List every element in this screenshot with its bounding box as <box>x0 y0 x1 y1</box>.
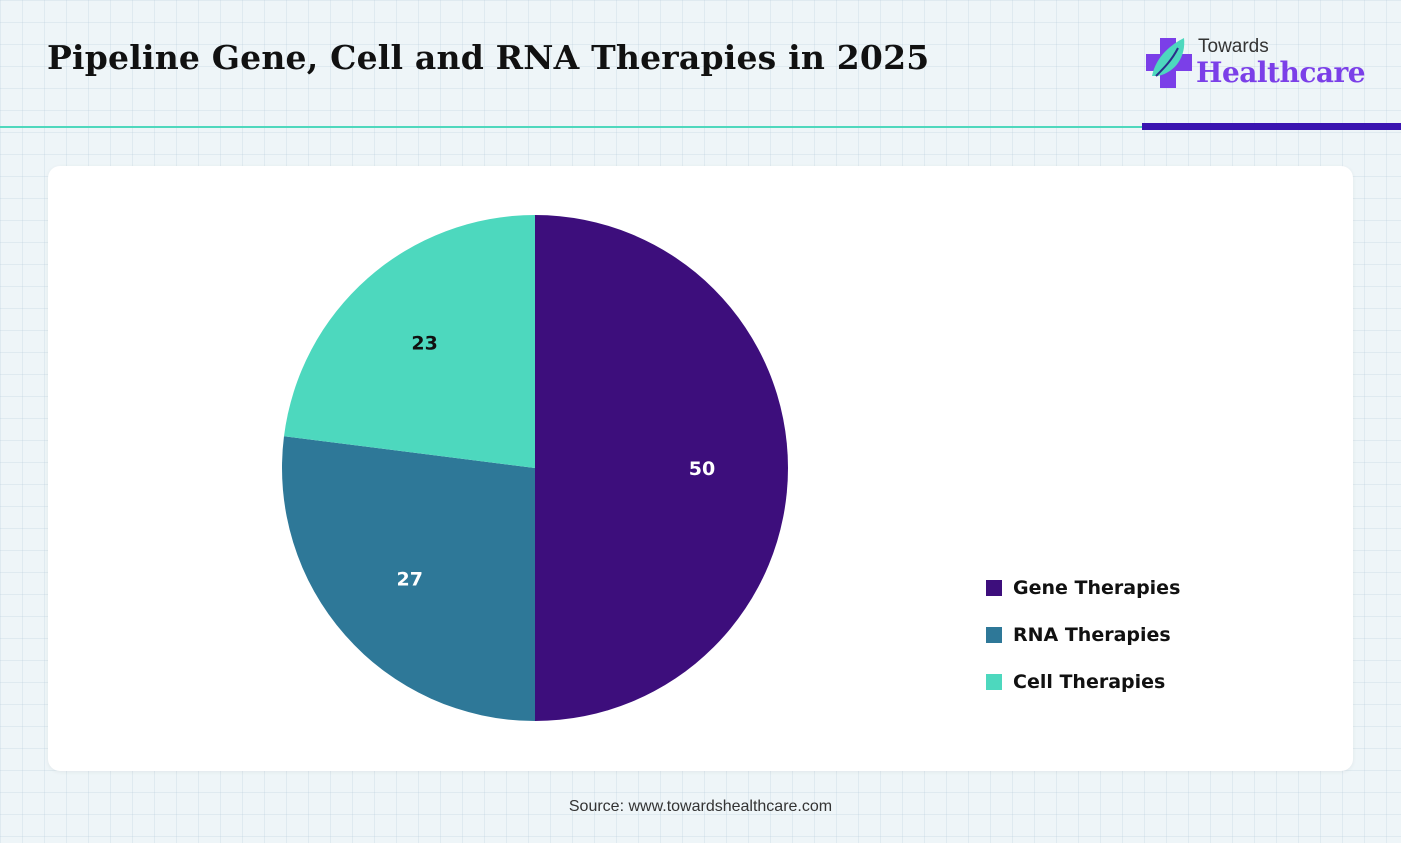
logo-text-healthcare: Healthcare <box>1196 56 1366 89</box>
pie-slice-cell-therapies <box>283 215 535 468</box>
medical-cross-leaf-icon <box>1146 38 1192 88</box>
pie-slice-gene-therapies <box>535 215 788 721</box>
legend-item: Gene Therapies <box>986 554 1180 621</box>
source-note: Source: www.towardshealthcare.com <box>568 798 833 815</box>
legend-label: Gene Therapies <box>1013 576 1181 599</box>
pie-slice-rna-therapies <box>282 436 535 721</box>
pie-chart: 50 27 23 <box>282 215 788 721</box>
logo-text-towards: Towards <box>1198 36 1269 57</box>
legend-swatch <box>986 626 1002 643</box>
data-label: 27 <box>397 568 423 590</box>
chart-card: 50 27 23 Gene Therapies RNA Therapies Cell T… <box>48 166 1353 771</box>
header-divider <box>0 126 1142 128</box>
data-label: 50 <box>689 458 715 480</box>
legend-label: Cell Therapies <box>1013 670 1166 693</box>
legend-swatch <box>986 579 1002 596</box>
legend-swatch <box>986 673 1002 690</box>
legend-item: RNA Therapies <box>986 601 1180 668</box>
chart-legend: Gene Therapies RNA Therapies Cell Therapie… <box>986 554 1180 715</box>
data-label: 23 <box>411 333 437 355</box>
legend-item: Cell Therapies <box>986 648 1180 715</box>
brand-logo: Towards Healthcare <box>1146 36 1366 96</box>
header-accent-bar <box>1142 123 1401 130</box>
page-title: Pipeline Gene, Cell and RNA Therapies in… <box>47 38 930 77</box>
legend-label: RNA Therapies <box>1013 623 1171 646</box>
